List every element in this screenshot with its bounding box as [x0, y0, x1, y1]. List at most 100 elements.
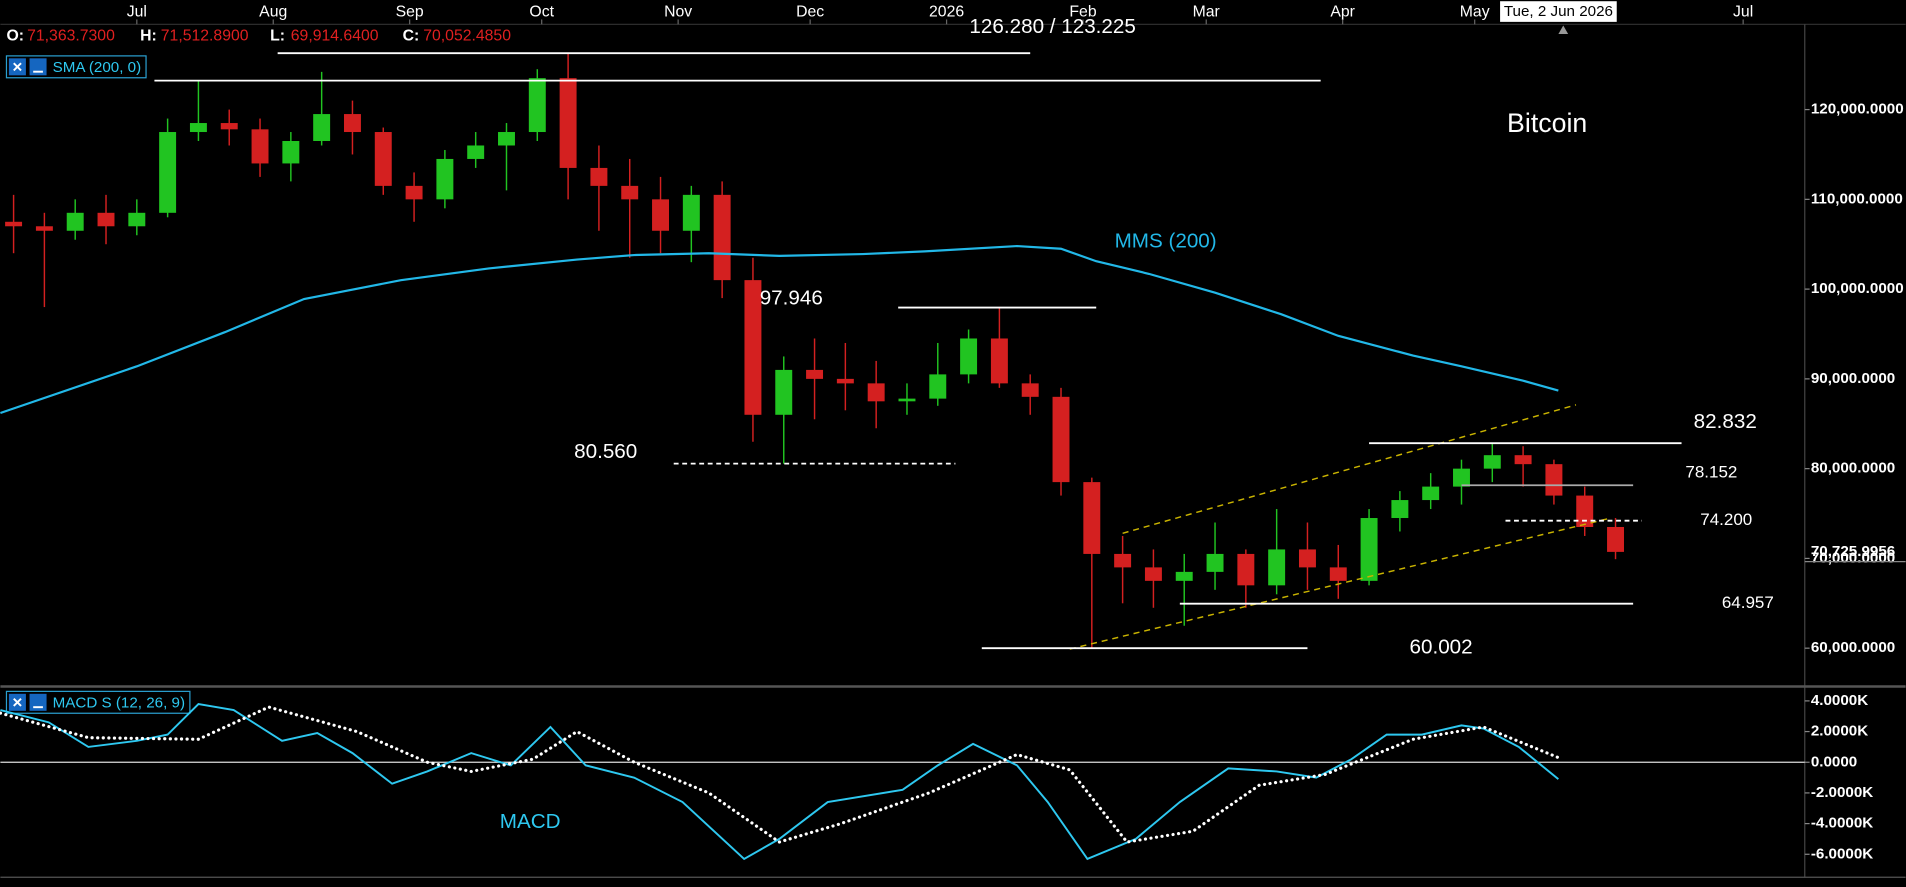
last-price-label: 70,725.9956 [1811, 543, 1895, 560]
legend-label: SMA (200, 0) [53, 59, 142, 76]
candle-body [1021, 383, 1039, 397]
candle-body [652, 199, 669, 231]
candle-body [251, 129, 269, 164]
y-tick-label: 0.0000 [1811, 753, 1857, 770]
candle-body [1545, 464, 1563, 496]
candle-body [374, 132, 392, 186]
y-tick-label: 4.0000K [1811, 692, 1868, 709]
cursor-marker [1558, 25, 1569, 35]
candle-body [929, 374, 947, 399]
level-label: 74.200 [1700, 510, 1752, 529]
ohlc-value: 71,363.7300 [27, 28, 115, 45]
level-label: 97.946 [760, 286, 823, 309]
trend-line [1069, 517, 1612, 650]
ohlc-value: 71,512.8900 [161, 28, 249, 45]
candle-body [467, 145, 485, 159]
candle-body [1514, 455, 1532, 465]
legend-hide-icon [29, 58, 47, 76]
y-tick-label: 60,000.0000 [1811, 639, 1895, 656]
y-tick-label: 2.0000K [1811, 723, 1868, 740]
ohlc-key: H: [140, 28, 157, 45]
macd-line [0, 702, 1559, 861]
candle-body [1453, 468, 1470, 487]
level-label: 80.560 [574, 440, 637, 463]
candle-body [35, 226, 53, 231]
candle-body [5, 221, 23, 227]
candle-body [682, 194, 700, 231]
chart-title: Bitcoin [1507, 108, 1587, 138]
y-tick-label: -6.0000K [1811, 845, 1873, 862]
legend-frame [5, 690, 191, 714]
candle-body [1144, 567, 1162, 581]
candle-body [1083, 482, 1101, 554]
legend-frame [5, 55, 147, 79]
candle-body [1298, 549, 1316, 568]
trend-line [1122, 404, 1577, 534]
sma-line [0, 244, 1559, 415]
x-tick-label: Dec [796, 3, 824, 20]
x-tick-label: Jul [127, 3, 147, 20]
ohlc-key: O: [6, 28, 24, 45]
candle-body [1114, 553, 1132, 568]
candle-body [313, 114, 331, 141]
legend-label: MACD S (12, 26, 9) [53, 695, 185, 712]
candle-body [282, 140, 300, 164]
x-tick-label: Feb [1069, 3, 1096, 20]
y-tick-label: 90,000.0000 [1811, 370, 1895, 387]
x-tick-label: Nov [664, 3, 692, 20]
x-tick-label: Oct [529, 3, 554, 20]
candle-body [1052, 396, 1070, 483]
candle-body [1175, 571, 1193, 581]
x-tick-label: 2026 [929, 3, 964, 20]
x-tick-label: Mar [1193, 3, 1220, 20]
candle-body [806, 369, 824, 379]
candle-body [775, 369, 793, 415]
ohlc-key: L: [270, 28, 285, 45]
candle-body [898, 398, 916, 402]
candle-body [528, 78, 546, 133]
candle-body [1391, 500, 1409, 519]
cursor-box [1500, 1, 1617, 22]
candle-body [436, 158, 454, 200]
candle-body [1206, 553, 1224, 572]
x-tick-label: Aug [259, 3, 287, 20]
legend-close-glyph [13, 697, 22, 707]
candle-body [97, 212, 115, 227]
candle-body [590, 167, 608, 186]
candle-body [744, 280, 762, 415]
candle-body [836, 378, 854, 384]
candle-body [343, 114, 361, 133]
candle-body [66, 212, 84, 231]
macd-title: MACD [500, 810, 561, 833]
x-tick-label: Jul [1733, 3, 1753, 20]
ohlc-value: 70,052.4850 [423, 28, 511, 45]
candle-body [189, 123, 207, 133]
candle-body [621, 185, 639, 200]
signal-line [0, 705, 1560, 844]
ohlc-value: 69,914.6400 [291, 28, 379, 45]
candle-body [960, 338, 978, 375]
y-tick-label: 120,000.0000 [1811, 101, 1904, 118]
candle-body [1360, 518, 1378, 581]
candle-body [867, 383, 885, 402]
legend-hide-icon [29, 693, 47, 711]
y-tick-label: -4.0000K [1811, 815, 1873, 832]
cursor-label: Tue, 2 Jun 2026 [1504, 3, 1613, 20]
candle-body [498, 132, 515, 146]
level-label: 78.152 [1685, 463, 1737, 482]
candle-body [159, 132, 177, 213]
y-tick-label: 110,000.0000 [1811, 190, 1903, 207]
candle-body [1576, 495, 1594, 527]
candle-body [1422, 486, 1440, 501]
level-label: 82.832 [1694, 410, 1757, 433]
x-tick-label: Sep [396, 3, 424, 20]
x-tick-label: Apr [1330, 3, 1355, 20]
legend-close-glyph [13, 62, 22, 72]
candle-body [559, 78, 577, 168]
ohlc-key: C: [403, 28, 420, 45]
level-label: 60.002 [1410, 636, 1473, 659]
level-label: 64.957 [1722, 593, 1774, 612]
y-tick-label: 80,000.0000 [1811, 460, 1895, 477]
